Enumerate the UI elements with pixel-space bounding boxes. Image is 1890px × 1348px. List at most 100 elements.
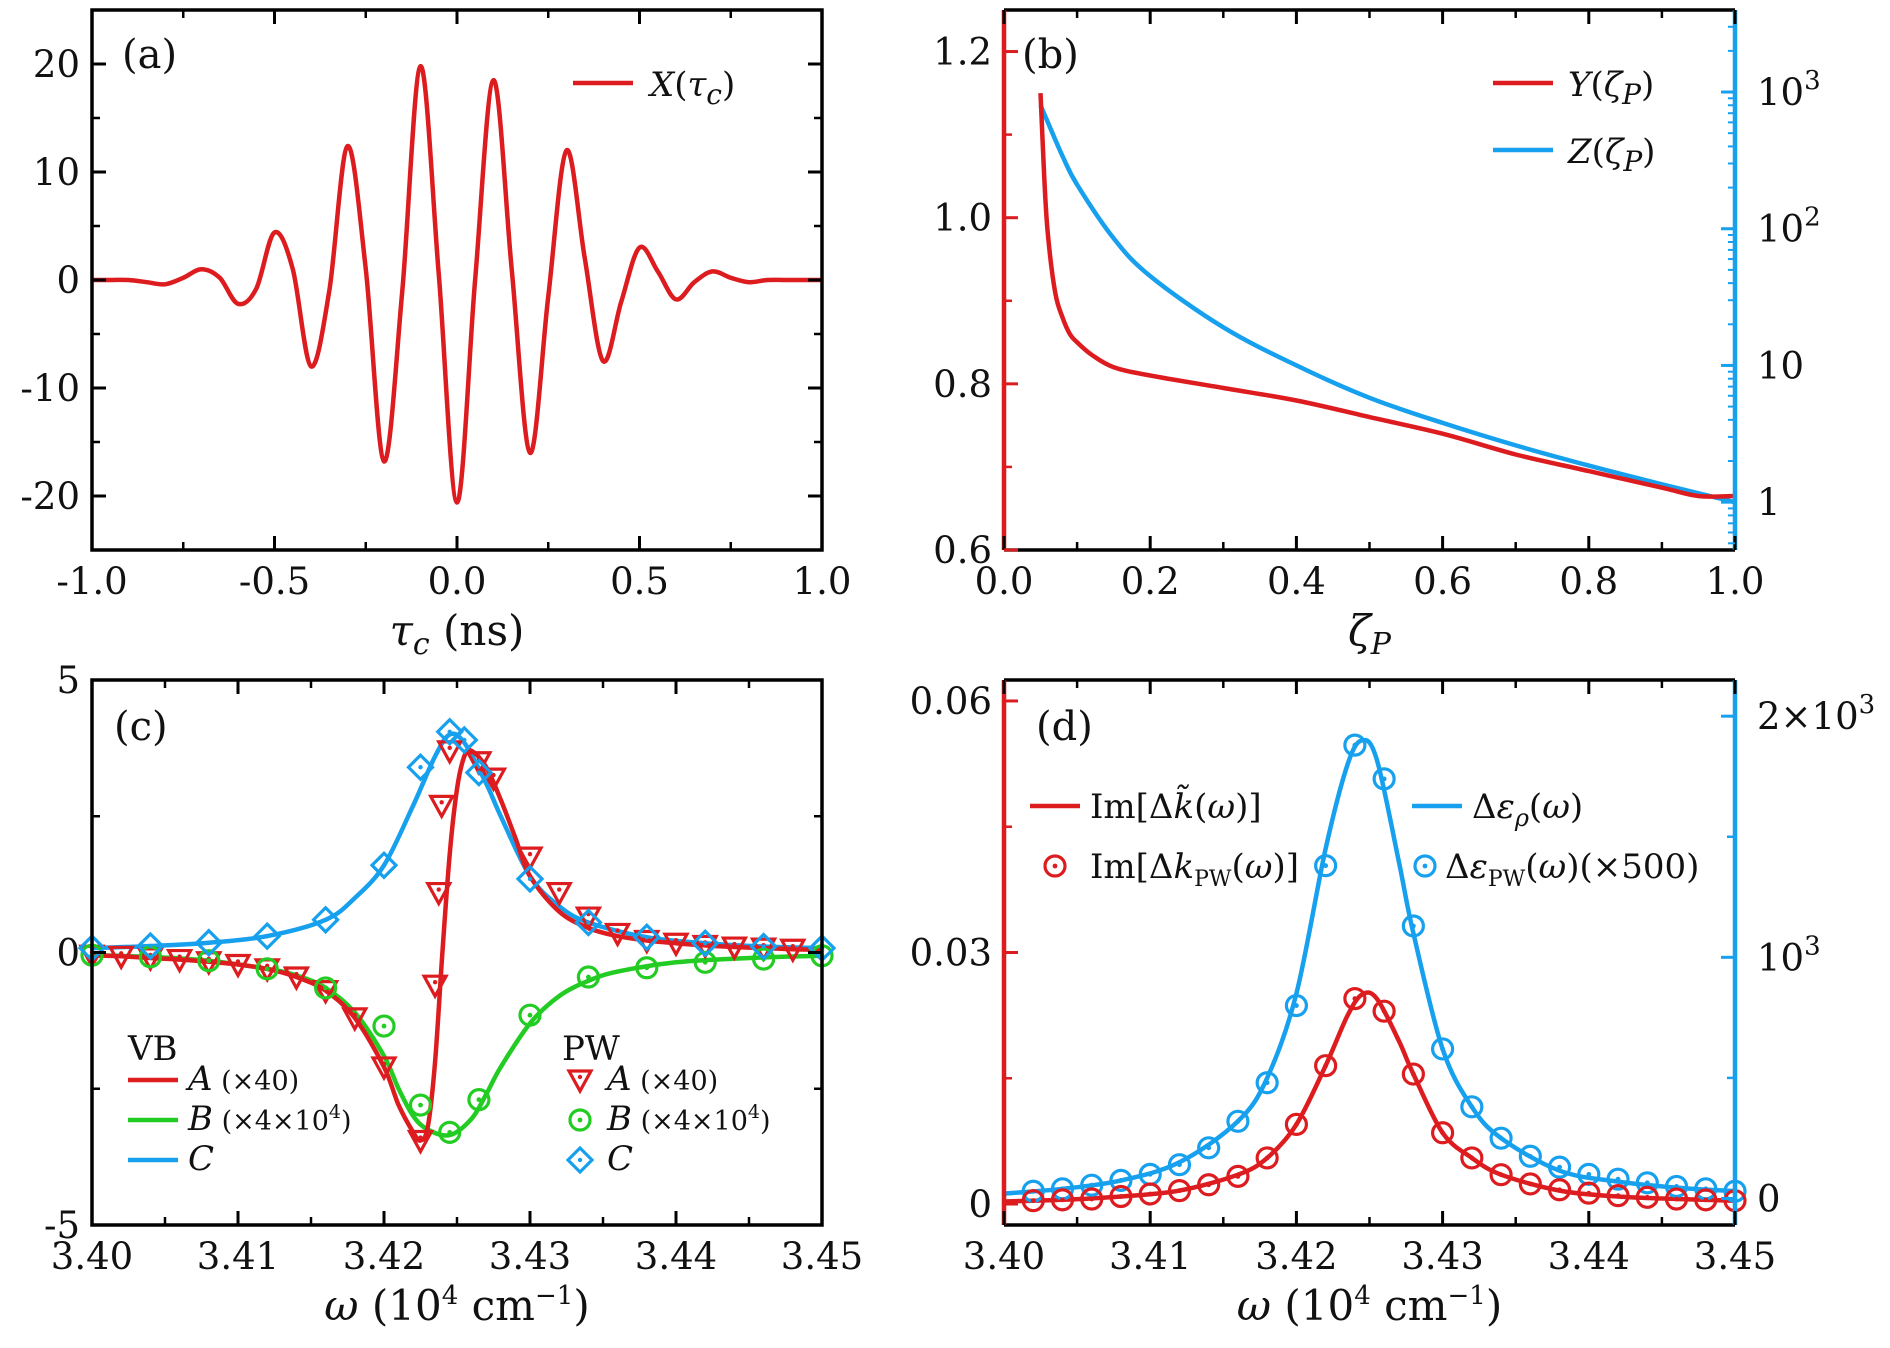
marker-im-k-pw <box>1664 1187 1689 1211</box>
y-right-tick-label: 1 <box>1757 481 1781 524</box>
legend-y-label: Y(ζP) <box>1568 65 1654 111</box>
marker-red-dot <box>432 980 438 985</box>
marker-im-k-pw-dot <box>1264 1155 1270 1161</box>
marker-eps-pw <box>1430 1037 1455 1061</box>
y-tick-label: 0 <box>56 259 80 302</box>
marker-im-k-pw-dot <box>1352 996 1358 1002</box>
y-tick-label: 0.03 <box>910 932 992 975</box>
marker-eps-pw <box>1460 1095 1484 1119</box>
x-tick-label: 3.44 <box>1548 1235 1630 1278</box>
marker-eps-pw-dot <box>1294 1003 1299 1008</box>
marker-green <box>518 1003 542 1027</box>
marker-im-k-pw-dot <box>1674 1196 1679 1202</box>
legend-pw-title: PW <box>562 1029 620 1069</box>
marker-blue <box>252 921 282 951</box>
panel-b-xlabel: ζP <box>1348 606 1392 662</box>
marker-im-k-pw-dot <box>1615 1193 1621 1199</box>
marker-eps-pw <box>1606 1167 1630 1191</box>
marker-eps-pw <box>1518 1144 1542 1168</box>
marker-blue <box>406 752 435 782</box>
marker-eps-pw-dot <box>1586 1171 1592 1177</box>
marker-blue <box>749 932 778 961</box>
marker-red <box>779 938 807 964</box>
x-tick-label: 0.5 <box>610 560 669 603</box>
marker-im-k-pw-dot <box>1557 1187 1562 1193</box>
marker-red <box>465 751 493 777</box>
marker-im-k-pw-dot <box>1644 1194 1650 1200</box>
marker-red-dot <box>235 959 241 964</box>
marker-blue-dot <box>703 941 708 946</box>
legend-b-label: B (×4×104) <box>606 1099 771 1139</box>
panel-a-label: (a) <box>122 32 177 78</box>
marker-im-k-pw <box>1401 1062 1425 1086</box>
marker-im-k-pw-dot <box>1410 1071 1416 1077</box>
marker-eps-pw-dot <box>1118 1177 1124 1183</box>
marker-red-dot <box>119 951 124 956</box>
marker-im-k-pw <box>1167 1179 1192 1203</box>
marker-red-dot <box>615 928 620 933</box>
marker-blue <box>574 908 603 937</box>
series-im-k-line <box>1003 990 1736 1204</box>
marker-eps-pw <box>1343 733 1367 757</box>
marker-blue-dot <box>323 917 328 922</box>
marker-im-k-pw-dot <box>1469 1155 1475 1161</box>
marker-eps-pw <box>1197 1136 1221 1160</box>
x-tick-label: 3.40 <box>51 1235 133 1278</box>
marker-eps-pw-dot <box>1410 923 1416 929</box>
x-tick-label: 3.42 <box>343 1235 425 1278</box>
x-tick-label: 0.0 <box>428 560 487 603</box>
marker-green-dot <box>527 1012 533 1018</box>
x-tick-label: 3.45 <box>781 1235 863 1278</box>
marker-blue <box>435 717 464 747</box>
marker-im-k-pw <box>1694 1188 1718 1212</box>
marker-red <box>165 948 194 974</box>
marker-im-k-pw <box>1109 1184 1133 1209</box>
marker-red-dot <box>447 745 452 751</box>
marker-eps-pw <box>1314 854 1338 878</box>
panel-c-xlabel: ω (104 cm−1) <box>324 1281 589 1330</box>
marker-im-k-pw <box>1021 1189 1045 1213</box>
marker-red-dot <box>436 887 441 892</box>
marker-im-k-pw <box>1518 1172 1542 1196</box>
marker-blue <box>450 725 479 755</box>
marker-green-dot <box>447 1129 453 1135</box>
legend-pw-marker-red-dot <box>577 1074 583 1080</box>
marker-red <box>406 1129 435 1155</box>
marker-im-k-pw <box>1577 1181 1601 1205</box>
marker-blue <box>194 928 224 957</box>
marker-eps-pw-dot <box>1557 1164 1562 1170</box>
marker-red-dot <box>732 941 737 947</box>
marker-im-k-pw <box>1635 1185 1659 1209</box>
marker-eps-pw <box>1489 1126 1513 1150</box>
marker-green <box>576 965 601 989</box>
x-tick-label: 3.42 <box>1255 1235 1337 1278</box>
marker-eps-pw-dot <box>1352 742 1358 748</box>
y-tick-label: 5 <box>56 659 80 702</box>
y-right-tick-label: 103 <box>1757 66 1821 114</box>
panel-a-xlabel: τc (ns) <box>390 606 525 662</box>
x-tick-label: 3.40 <box>963 1235 1045 1278</box>
marker-red-dot <box>673 938 679 943</box>
marker-red-dot <box>294 971 299 977</box>
marker-eps-pw-dot <box>1264 1080 1270 1086</box>
marker-red <box>282 966 311 992</box>
series-blue-line <box>91 731 823 951</box>
marker-im-k-pw <box>1430 1121 1455 1145</box>
marker-eps-pw <box>1167 1153 1192 1177</box>
y-right-tick-label: 2×103 <box>1757 690 1875 738</box>
legend-im-k-pw-label: Im[ΔkPW(ω)] <box>1090 847 1299 892</box>
legend-pw-marker-green <box>568 1108 592 1132</box>
marker-eps-pw-dot <box>1323 863 1329 869</box>
x-tick-label: -0.5 <box>239 560 310 603</box>
series-z-line <box>1038 104 1736 505</box>
marker-eps-pw <box>1401 914 1425 938</box>
marker-green-dot <box>644 965 650 971</box>
marker-im-k-pw-dot <box>1294 1121 1299 1127</box>
marker-blue-dot <box>206 940 211 945</box>
marker-eps-pw <box>1372 767 1396 791</box>
marker-im-k-pw <box>1050 1188 1075 1212</box>
marker-blue-dot <box>148 943 153 949</box>
marker-red <box>691 934 719 960</box>
marker-im-k-pw-dot <box>1235 1173 1241 1179</box>
marker-im-k-pw <box>1606 1184 1630 1208</box>
